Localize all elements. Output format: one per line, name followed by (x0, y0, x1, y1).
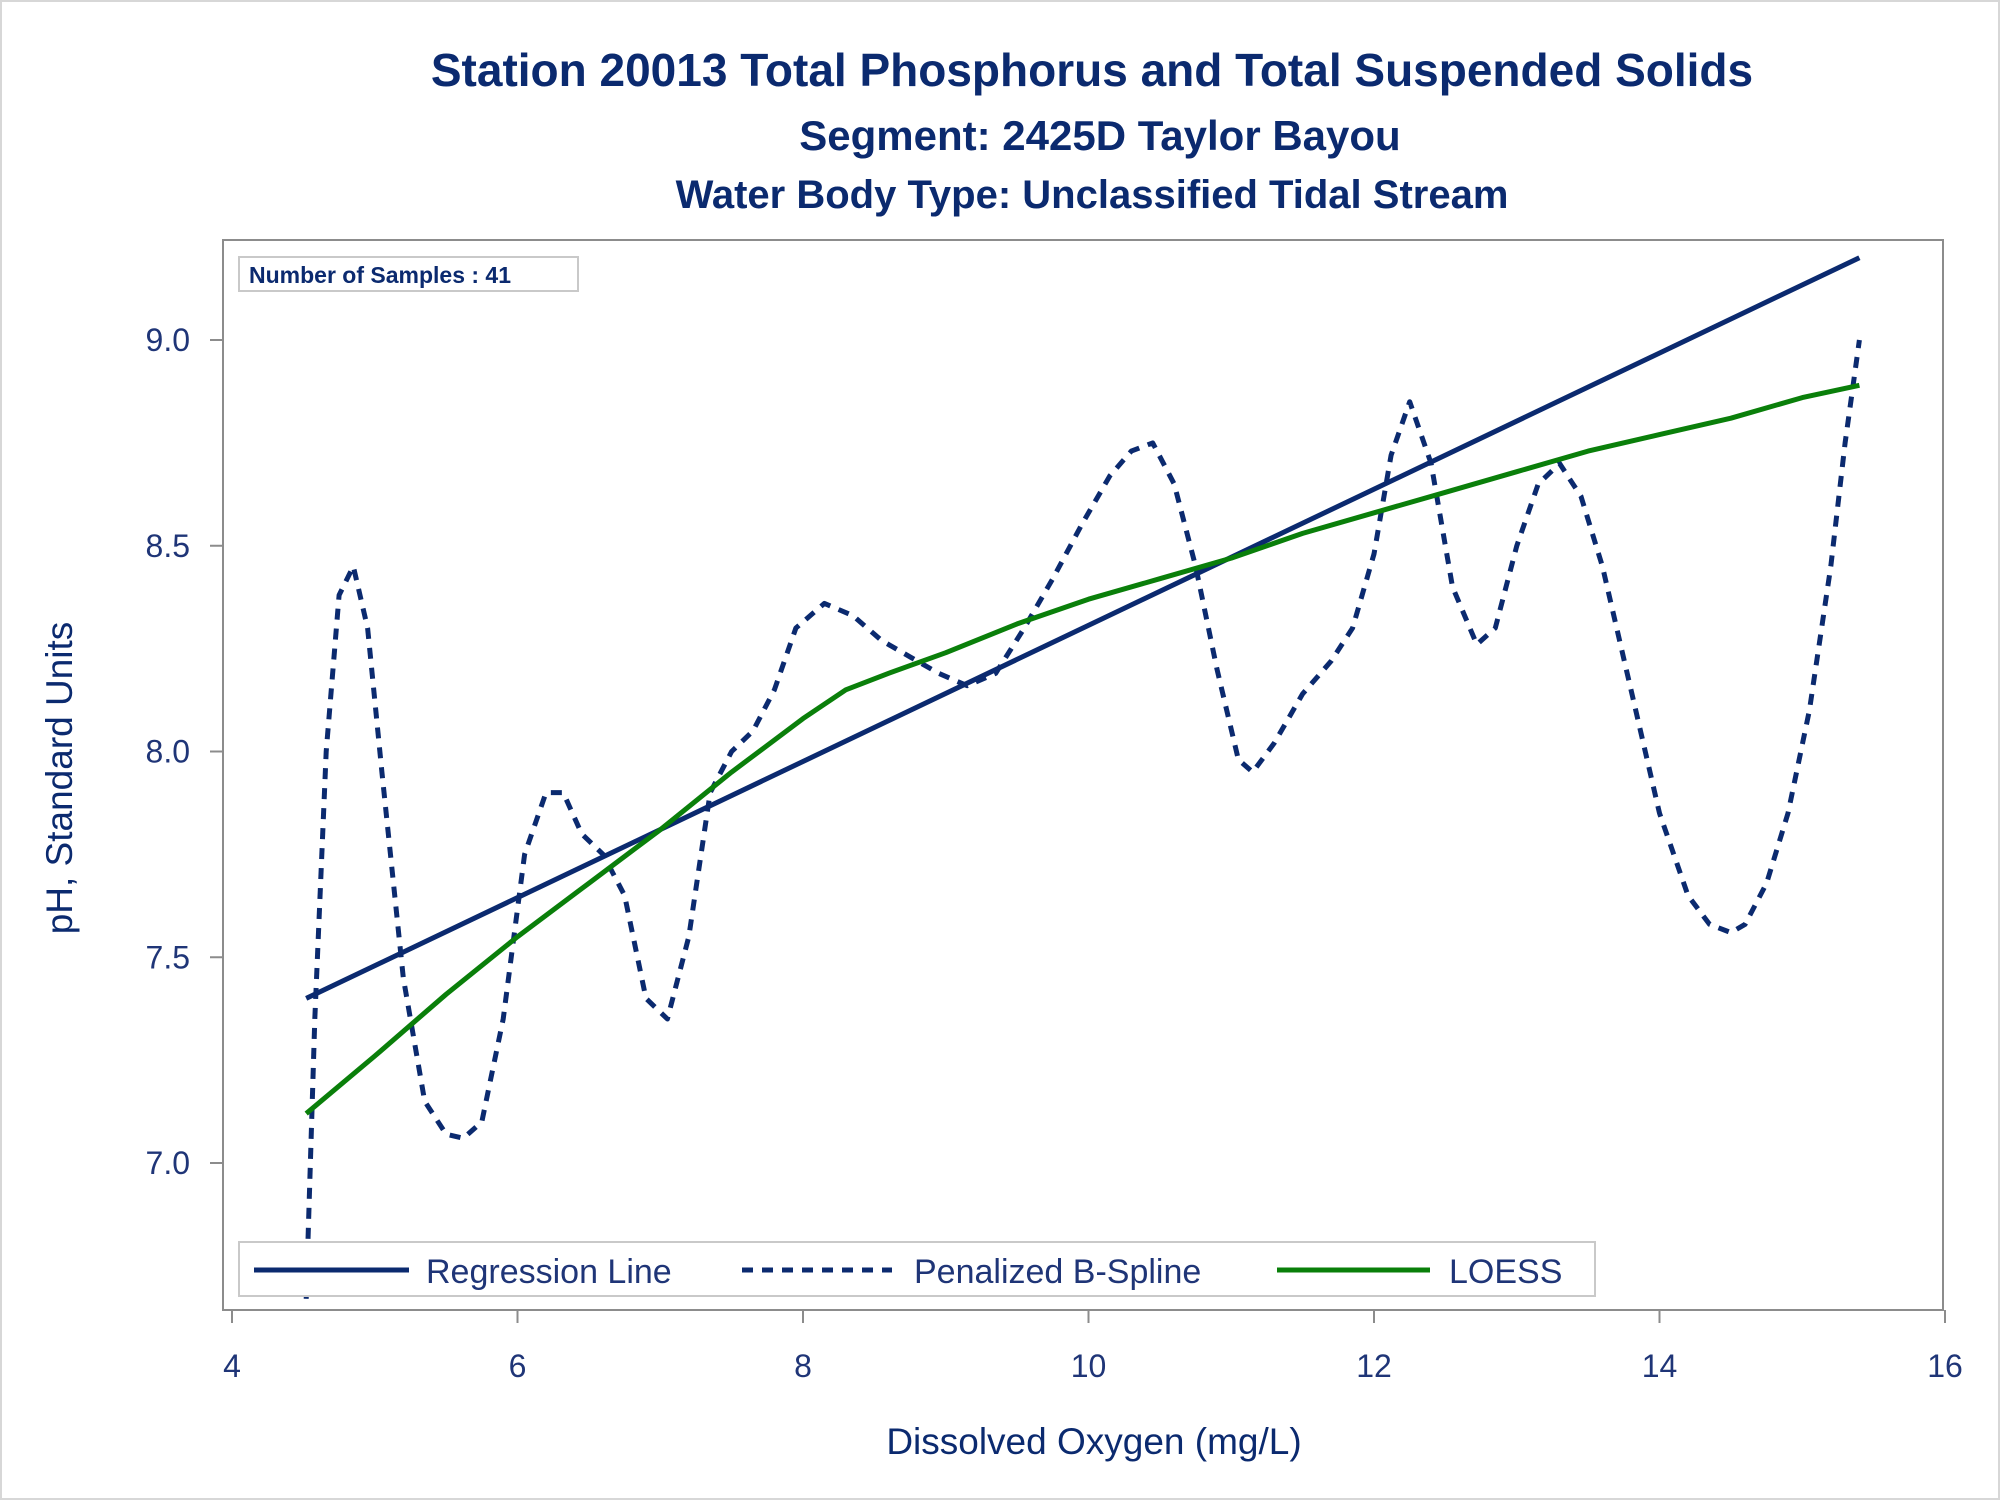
plot-area (222, 239, 1944, 1311)
series-line-penalized-b-spline (303, 339, 1862, 1299)
sample-count-inset: Number of Samples : 41 (238, 256, 579, 292)
legend-label-regression-line: Regression Line (426, 1253, 672, 1291)
legend: Regression Line Penalized B-Spline LOESS (238, 1241, 1596, 1297)
series-line-regression-line (305, 255, 1861, 1001)
inset-text: Number of Samples : 41 (249, 262, 511, 288)
y-tick-label: 7.5 (146, 939, 190, 975)
series-line-loess (304, 382, 1860, 1116)
y-tick-label: 9.0 (146, 322, 190, 358)
y-tick-label: 8.5 (146, 528, 190, 564)
series-layer (303, 255, 1862, 1299)
chart-title: Station 20013 Total Phosphorus and Total… (431, 44, 1753, 96)
x-axis-label: Dissolved Oxygen (mg/L) (886, 1421, 1301, 1462)
chart-subtitle-2: Water Body Type: Unclassified Tidal Stre… (676, 173, 1509, 217)
x-tick-label: 4 (223, 1348, 241, 1384)
x-tick-label: 8 (794, 1348, 812, 1384)
legend-label-penalized-b-spline: Penalized B-Spline (914, 1253, 1201, 1291)
x-tick-label: 16 (1927, 1348, 1963, 1384)
axes-group: 4 6 8 10 12 14 16 7.0 7.5 8.0 8.5 9.0 (146, 322, 1963, 1384)
legend-label-loess: LOESS (1449, 1253, 1562, 1291)
inset-box (238, 256, 579, 292)
x-tick-label: 6 (509, 1348, 527, 1384)
y-tick-label: 8.0 (146, 734, 190, 770)
chart-subtitle: Segment: 2425D Taylor Bayou (799, 112, 1400, 159)
y-tick-label: 7.0 (146, 1145, 190, 1181)
x-tick-label: 10 (1071, 1348, 1107, 1384)
x-tick-label: 14 (1642, 1348, 1678, 1384)
x-tick-label: 12 (1356, 1348, 1392, 1384)
y-axis-label: pH, Standard Units (39, 622, 80, 935)
